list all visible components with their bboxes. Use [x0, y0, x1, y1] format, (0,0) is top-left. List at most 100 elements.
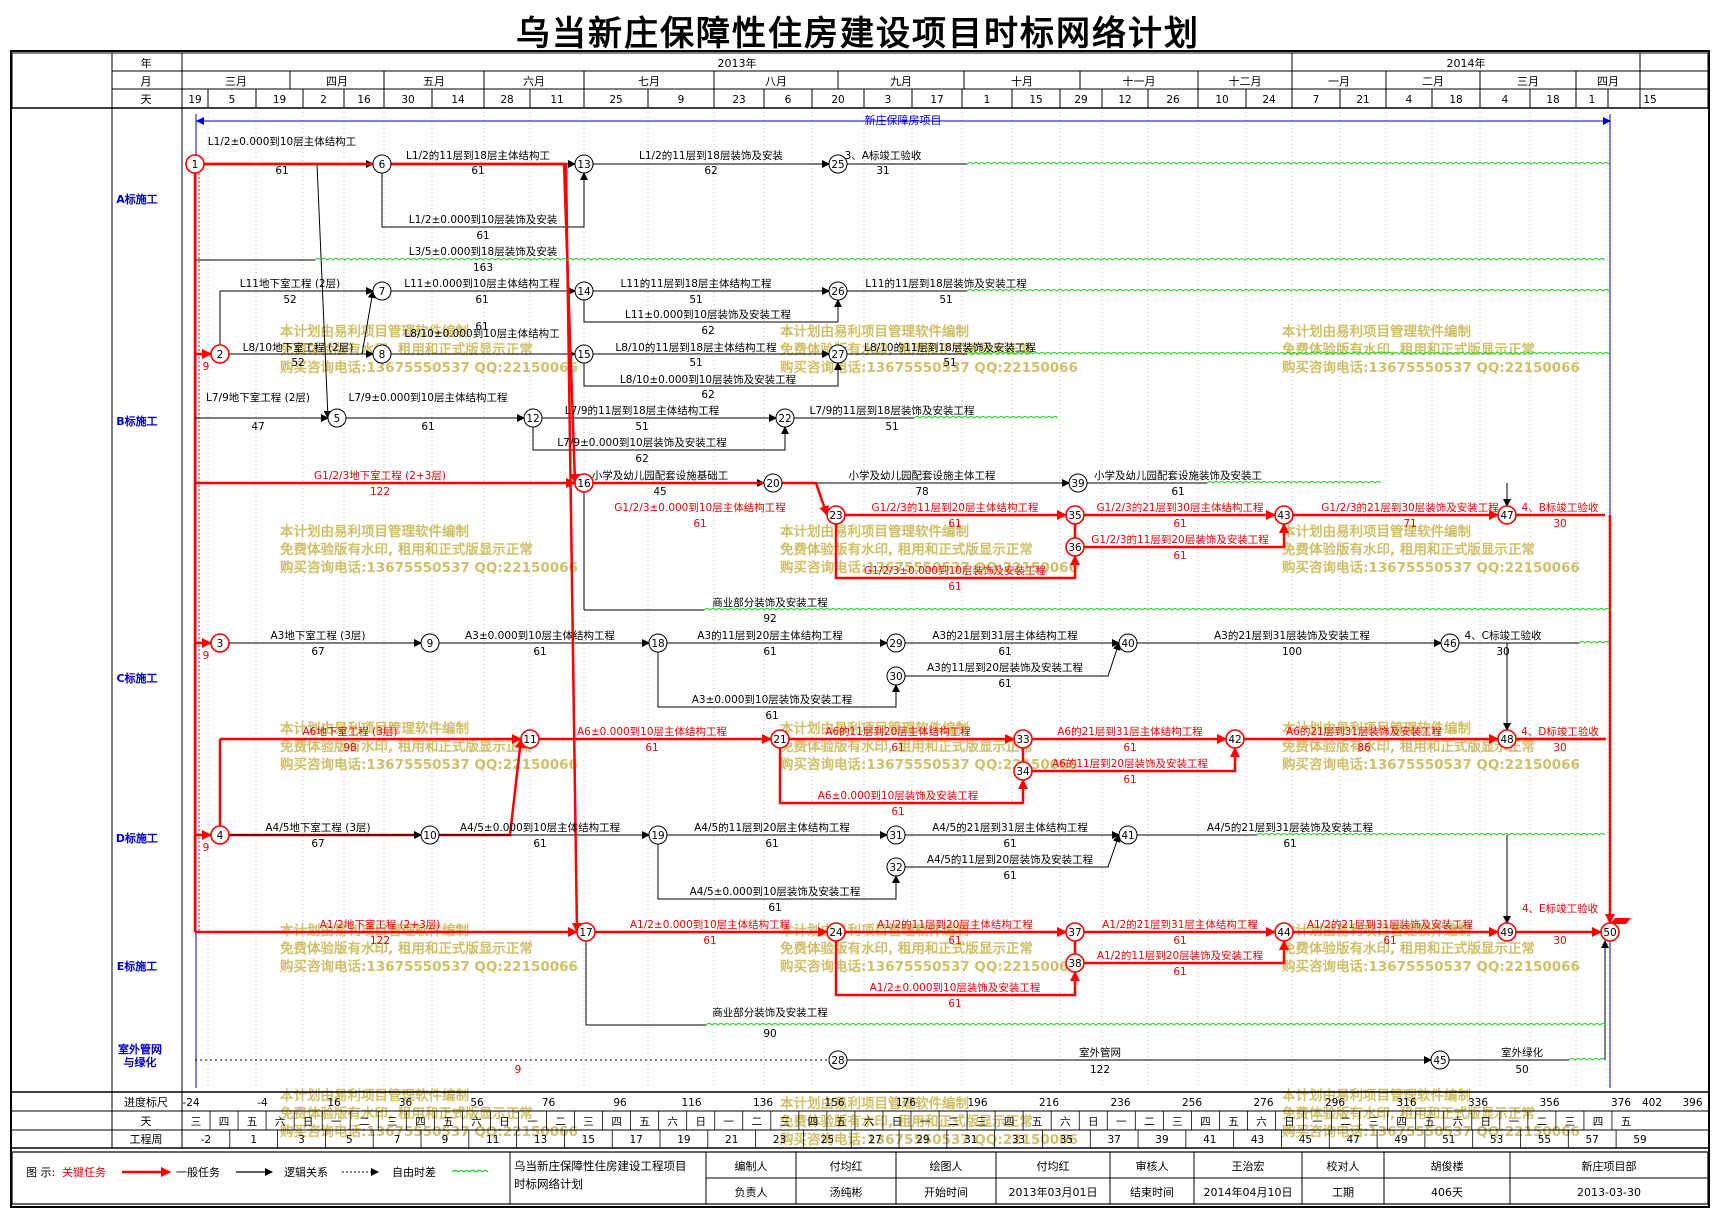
node-number: 6 [379, 159, 386, 171]
legend-float-swatch [451, 1169, 489, 1173]
week-cell: 3 [298, 1134, 305, 1146]
weekday-cell: 六 [667, 1116, 678, 1128]
week-cell: 13 [534, 1134, 547, 1146]
month-label: 五月 [423, 75, 445, 88]
chart-frame [10, 50, 1710, 1208]
day-label: 16 [357, 94, 371, 106]
day-label: 26 [1166, 94, 1180, 106]
day-label: 18 [1546, 94, 1559, 106]
activity-duration: 51 [939, 294, 952, 306]
node-number: 50 [1603, 927, 1616, 939]
progress-tick: 356 [1539, 1097, 1559, 1109]
week-cell: 47 [1346, 1134, 1359, 1146]
activity-label: A6±0.000到10层主体结构工程 [577, 725, 728, 738]
watermark-line: 本计划由易利项目管理软件编制 [780, 720, 969, 737]
day-label: 4 [1406, 94, 1413, 106]
activity-duration: 61 [1003, 870, 1016, 882]
node-number: 47 [1500, 510, 1513, 522]
weekday-cell: 五 [836, 1116, 847, 1128]
progress-scale-label: 进度标尺 [124, 1095, 168, 1109]
weekday-cell: 五 [639, 1116, 650, 1128]
activity-label: L11的11层到18层主体结构工程 [621, 277, 772, 290]
node-circle [1430, 1050, 1450, 1070]
node-number: 39 [1071, 478, 1084, 490]
weekday-cell: 三 [1172, 1116, 1183, 1128]
node-circle [1118, 825, 1138, 845]
week-cell: 33 [1012, 1134, 1025, 1146]
legend-label: 图 示: [26, 1166, 55, 1179]
watermark-line: 本计划由易利项目管理软件编制 [1282, 323, 1471, 340]
week-cell: 43 [1251, 1134, 1264, 1146]
watermark-line: 免费体验版有水印, 租用和正式版显示正常 [280, 738, 533, 755]
activity-label: L7/9地下室工程 (2层) [206, 391, 310, 404]
free-float-line [1578, 641, 1610, 644]
activity-duration: 61 [1383, 935, 1396, 947]
watermark-line: 购买咨询电话:13675550537 QQ:22150066 [780, 559, 1078, 576]
node-number: 46 [1443, 638, 1457, 650]
activity-label: A1/2的21层到31层装饰及安装工程 [1307, 918, 1474, 931]
activity-arrow [583, 362, 842, 387]
node-number: 7 [379, 286, 386, 298]
weekday-cell: 四 [611, 1116, 622, 1128]
activity-duration: 61 [765, 710, 778, 722]
node-number: 43 [1277, 510, 1290, 522]
activity-arrow [583, 299, 842, 323]
day-label: 21 [1356, 94, 1369, 106]
watermark-line: 购买咨询电话:13675550537 QQ:22150066 [280, 958, 578, 975]
day-label: 10 [1215, 94, 1228, 106]
activity-label: A4/5地下室工程 (3层) [265, 821, 370, 834]
node-number: 38 [1068, 958, 1081, 970]
month-label: 三月 [225, 75, 247, 88]
watermark-line: 免费体验版有水印, 租用和正式版显示正常 [280, 940, 533, 957]
activity-duration: 51 [635, 421, 648, 433]
node-circle [1013, 761, 1033, 781]
node-circle [1274, 505, 1294, 525]
day-label: 6 [785, 94, 792, 106]
watermark-line: 免费体验版有水印, 租用和正式版显示正常 [1282, 541, 1535, 558]
date-value: 2013-03-30 [1577, 1186, 1641, 1199]
activity-label: 室外管网 [1079, 1046, 1121, 1059]
weekday-cell: 四 [415, 1116, 426, 1128]
node-number: 28 [831, 1055, 844, 1067]
progress-tick: 376 [1611, 1097, 1631, 1109]
week-cell: 31 [964, 1134, 977, 1146]
progress-tick: 256 [1182, 1097, 1202, 1109]
editor-value: 付均红 [830, 1160, 863, 1173]
node-circle [1068, 473, 1088, 493]
node-circle [574, 344, 594, 364]
activity-duration: 62 [635, 453, 648, 465]
week-cell: 51 [1442, 1134, 1455, 1146]
activity-label: A1/2的11层到20层装饰及安装工程 [1097, 949, 1264, 962]
activity-duration: 61 [476, 230, 489, 242]
node-circle [828, 1050, 848, 1070]
activity-label: A3的21层到31层主体结构工程 [932, 629, 1078, 642]
node-number: 35 [1068, 510, 1081, 522]
node-number: 9 [427, 638, 434, 650]
day-label: 23 [732, 94, 745, 106]
activity-duration: 61 [891, 806, 904, 818]
activity-label: G1/2/3±0.000到10层主体结构工程 [614, 501, 786, 514]
watermark-line: 免费体验版有水印, 租用和正式版显示正常 [1282, 738, 1535, 755]
watermark-line: 购买咨询电话:13675550537 QQ:22150066 [1282, 958, 1580, 975]
free-float-line [705, 1023, 1607, 1026]
finish-flag [1610, 918, 1631, 924]
activity-label: G1/2/3的11层到20层主体结构工程 [872, 501, 1039, 514]
progress-tick: 396 [1682, 1097, 1702, 1109]
weekday-cell: 四 [808, 1116, 819, 1128]
activity-duration: 30 [1553, 935, 1566, 947]
activity-duration: 61 [1171, 486, 1184, 498]
node-number: 26 [831, 286, 845, 298]
activity-duration: 61 [998, 646, 1011, 658]
float-label: 9 [203, 842, 210, 854]
weekday-cell: 三 [780, 1116, 791, 1128]
watermark-line: 本计划由易利项目管理软件编制 [280, 1087, 469, 1104]
activity-duration: 30 [1553, 742, 1566, 754]
activity-duration: 61 [1173, 966, 1186, 978]
activity-label: A6的11层到20层主体结构工程 [825, 725, 971, 738]
node-number: 49 [1500, 927, 1513, 939]
node-number: 44 [1277, 927, 1291, 939]
node-circle [372, 154, 392, 174]
node-number: 18 [651, 638, 664, 650]
activity-duration: 61 [471, 165, 484, 177]
